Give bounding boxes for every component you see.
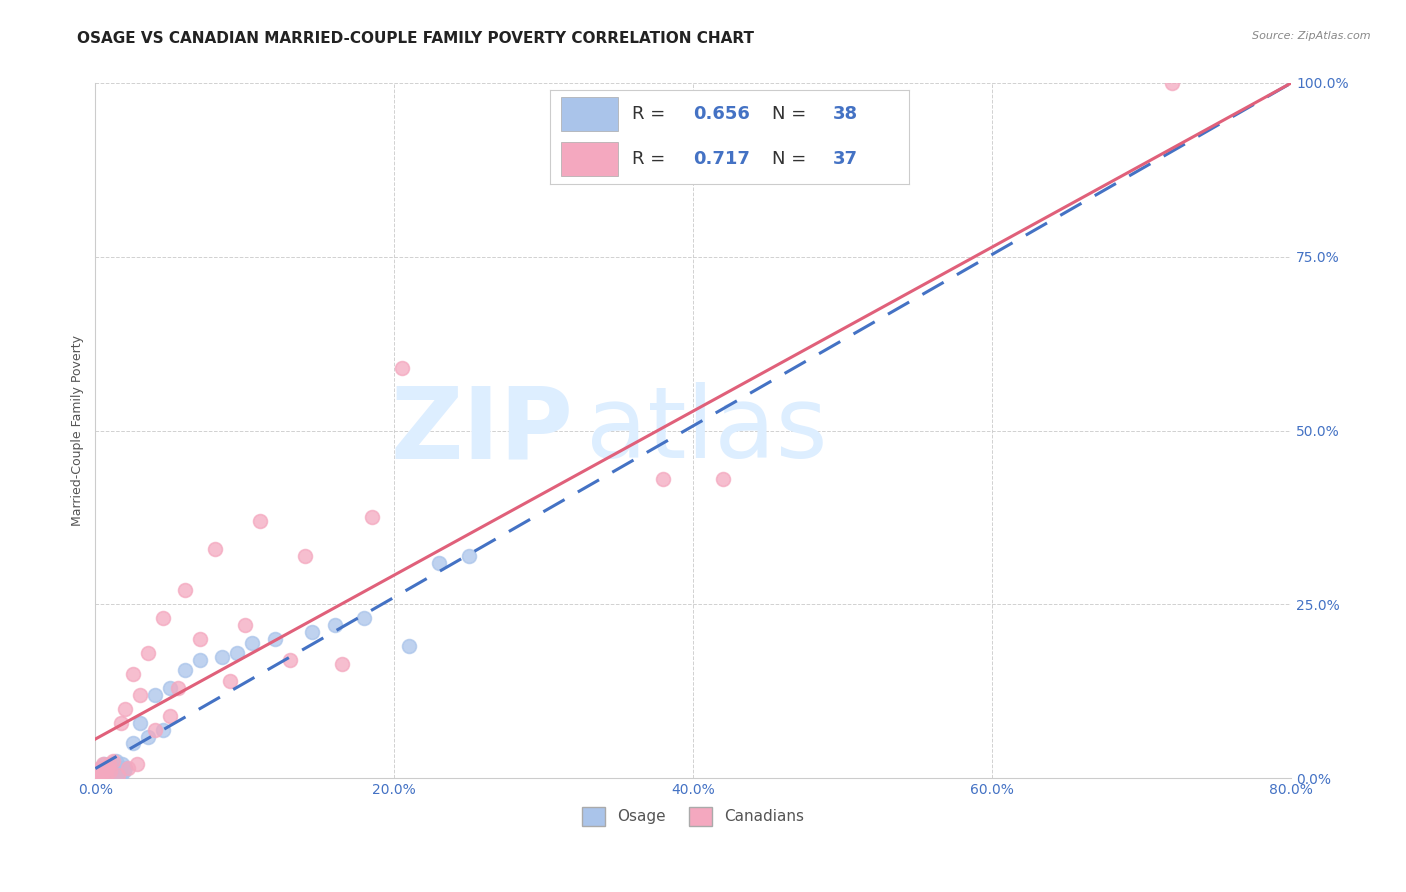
Point (166, 681, 188, 695)
Text: Source: ZipAtlas.com: Source: ZipAtlas.com (1253, 31, 1371, 41)
Point (89, 768, 111, 782)
Point (188, 632, 211, 647)
Point (114, 702, 136, 716)
Legend: Osage, Canadians: Osage, Canadians (575, 799, 811, 833)
Point (136, 646, 159, 660)
Point (97, 757, 120, 772)
Y-axis label: Married-Couple Family Poverty: Married-Couple Family Poverty (72, 335, 84, 526)
Point (174, 664, 197, 678)
Point (152, 611, 174, 625)
Point (89, 761, 111, 775)
Point (104, 768, 127, 782)
Point (249, 514, 271, 528)
Point (87, 764, 110, 779)
Point (152, 723, 174, 737)
Point (107, 764, 129, 779)
Point (87, 764, 110, 779)
Point (330, 657, 353, 671)
Point (143, 723, 166, 737)
Point (90, 761, 112, 775)
Point (93, 757, 115, 772)
Point (86, 768, 108, 782)
Point (91, 768, 114, 782)
Point (94, 764, 117, 779)
Point (652, 472, 675, 486)
Point (263, 632, 285, 647)
Point (458, 549, 481, 563)
Point (278, 653, 301, 667)
Point (111, 757, 134, 772)
Point (94, 768, 117, 782)
Point (127, 757, 149, 772)
Point (211, 649, 233, 664)
Point (103, 754, 125, 768)
Point (427, 556, 450, 570)
Point (323, 618, 346, 632)
Point (105, 754, 128, 768)
Point (93, 764, 115, 779)
Point (361, 510, 384, 524)
Point (219, 673, 242, 688)
Point (129, 688, 152, 702)
Text: atlas: atlas (586, 382, 827, 479)
Point (101, 757, 124, 772)
Point (117, 761, 139, 775)
Point (98, 764, 121, 779)
Point (91, 757, 114, 772)
Point (108, 761, 131, 775)
Text: OSAGE VS CANADIAN MARRIED-COUPLE FAMILY POVERTY CORRELATION CHART: OSAGE VS CANADIAN MARRIED-COUPLE FAMILY … (77, 31, 755, 46)
Point (103, 761, 125, 775)
Point (121, 667, 143, 681)
Point (398, 639, 420, 653)
Point (121, 736, 143, 750)
Point (129, 715, 152, 730)
Point (107, 768, 129, 782)
Point (112, 764, 135, 779)
Point (96, 761, 118, 775)
Point (86, 768, 108, 782)
Point (174, 583, 197, 598)
Point (233, 618, 256, 632)
Point (143, 688, 166, 702)
Point (1160, 76, 1182, 90)
Point (96, 768, 118, 782)
Point (294, 549, 316, 563)
Point (226, 646, 249, 660)
Point (159, 681, 181, 695)
Point (353, 611, 375, 625)
Point (114, 761, 136, 775)
Point (391, 361, 413, 376)
Point (240, 635, 263, 649)
Point (90, 768, 112, 782)
Point (110, 768, 132, 782)
Point (136, 730, 159, 744)
Point (159, 708, 181, 723)
Point (110, 715, 132, 730)
Point (98, 764, 121, 779)
Point (301, 625, 323, 640)
Point (188, 653, 211, 667)
Point (97, 761, 120, 775)
Point (204, 541, 226, 556)
Point (711, 472, 734, 486)
Text: ZIP: ZIP (391, 382, 574, 479)
